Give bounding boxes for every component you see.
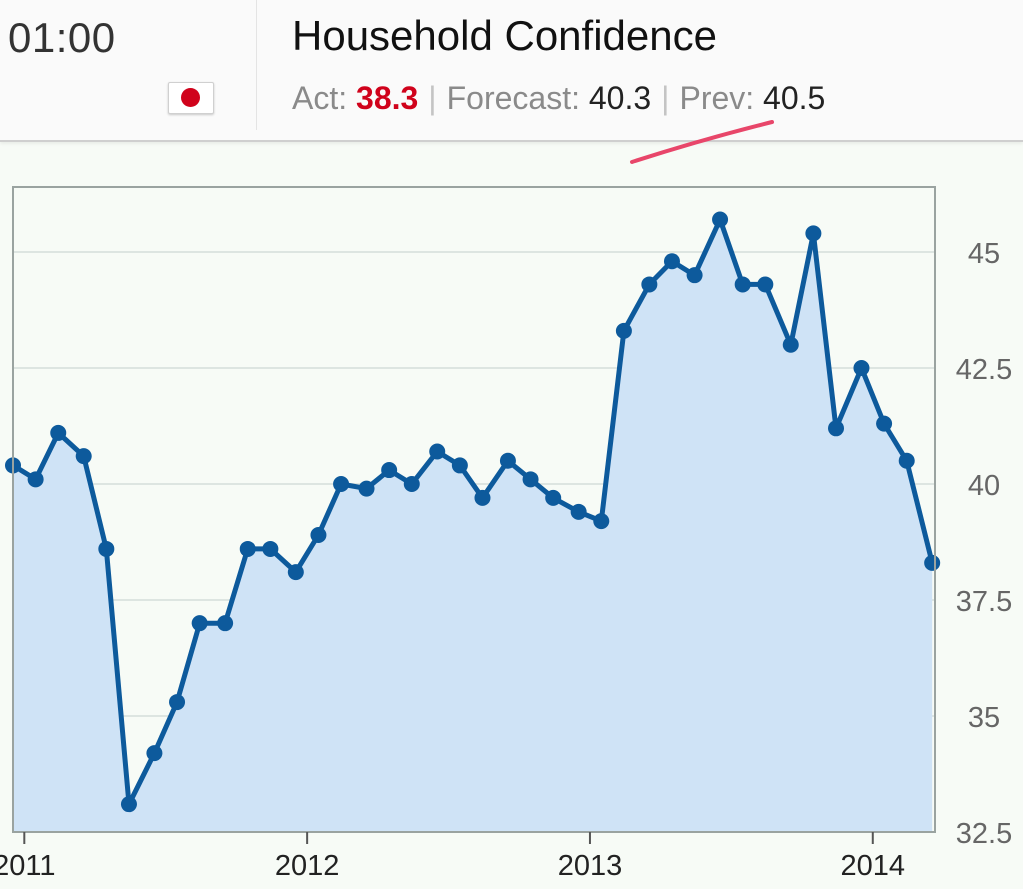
y-tick-label: 40 xyxy=(968,470,1000,502)
data-point xyxy=(217,615,234,632)
act-value: 38.3 xyxy=(356,80,419,116)
data-point xyxy=(663,253,680,270)
data-point xyxy=(570,503,587,520)
data-point xyxy=(27,471,44,488)
japan-flag-icon xyxy=(168,82,214,114)
x-tick-label: 2013 xyxy=(558,850,623,882)
data-point xyxy=(499,452,516,469)
data-point xyxy=(333,475,350,492)
event-stats: Act: 38.3 | Forecast: 40.3 | Prev: 40.5 xyxy=(292,80,825,117)
data-point xyxy=(734,276,751,293)
data-point xyxy=(757,276,774,293)
series-line xyxy=(11,217,935,807)
y-tick-label: 32.5 xyxy=(956,818,1012,850)
data-point xyxy=(898,452,915,469)
plot-frame xyxy=(12,186,936,833)
x-axis: 2011 2012 2013 2014 xyxy=(0,832,905,882)
data-point xyxy=(287,564,304,581)
stats-separator: | xyxy=(661,80,670,116)
event-header: 01:00 Household Confidence Act: 38.3 | For… xyxy=(0,0,1023,142)
series-area xyxy=(13,219,933,832)
data-point xyxy=(451,457,468,474)
forecast-label: Forecast: xyxy=(446,80,580,116)
data-point xyxy=(75,448,92,465)
y-tick-label: 45 xyxy=(968,238,1000,270)
data-point xyxy=(358,480,375,497)
x-tick-label: 2011 xyxy=(0,850,56,882)
x-tick-label: 2014 xyxy=(841,850,906,882)
y-tick-label: 42.5 xyxy=(956,354,1012,386)
data-point xyxy=(403,475,420,492)
data-point xyxy=(805,225,822,242)
data-points xyxy=(5,211,941,813)
x-tick-label: 2012 xyxy=(275,850,340,882)
data-point xyxy=(522,471,539,488)
data-point xyxy=(853,359,870,376)
act-label: Act: xyxy=(292,80,348,116)
data-point xyxy=(191,615,208,632)
event-time: 01:00 xyxy=(8,14,116,61)
data-point xyxy=(50,424,67,441)
data-point xyxy=(615,322,632,339)
data-point xyxy=(876,415,893,432)
y-tick-label: 35 xyxy=(968,702,1000,734)
data-point xyxy=(310,527,327,544)
data-point xyxy=(712,211,729,228)
flag-red-disc xyxy=(181,88,200,107)
forecast-value: 40.3 xyxy=(588,80,652,116)
data-point xyxy=(828,420,845,437)
pen-annotation-mark xyxy=(630,120,774,164)
y-axis: 45 42.5 40 37.5 35 32.5 xyxy=(956,238,1012,850)
data-point xyxy=(429,443,446,460)
data-point xyxy=(98,540,115,557)
data-point xyxy=(593,513,610,530)
data-point xyxy=(641,276,658,293)
data-point xyxy=(169,694,186,711)
data-point xyxy=(474,489,491,506)
event-title: Household Confidence xyxy=(292,12,717,59)
data-point xyxy=(782,336,799,353)
data-point xyxy=(120,796,137,813)
data-point xyxy=(262,540,279,557)
header-divider xyxy=(256,0,257,130)
data-point xyxy=(545,489,562,506)
data-point xyxy=(146,745,163,762)
prev-value: 40.5 xyxy=(763,80,826,116)
stats-separator: | xyxy=(428,80,437,116)
data-point xyxy=(381,462,398,479)
data-point xyxy=(924,554,941,571)
y-tick-label: 37.5 xyxy=(956,586,1012,618)
prev-label: Prev: xyxy=(679,80,755,116)
data-point xyxy=(686,267,703,284)
data-point xyxy=(239,540,256,557)
